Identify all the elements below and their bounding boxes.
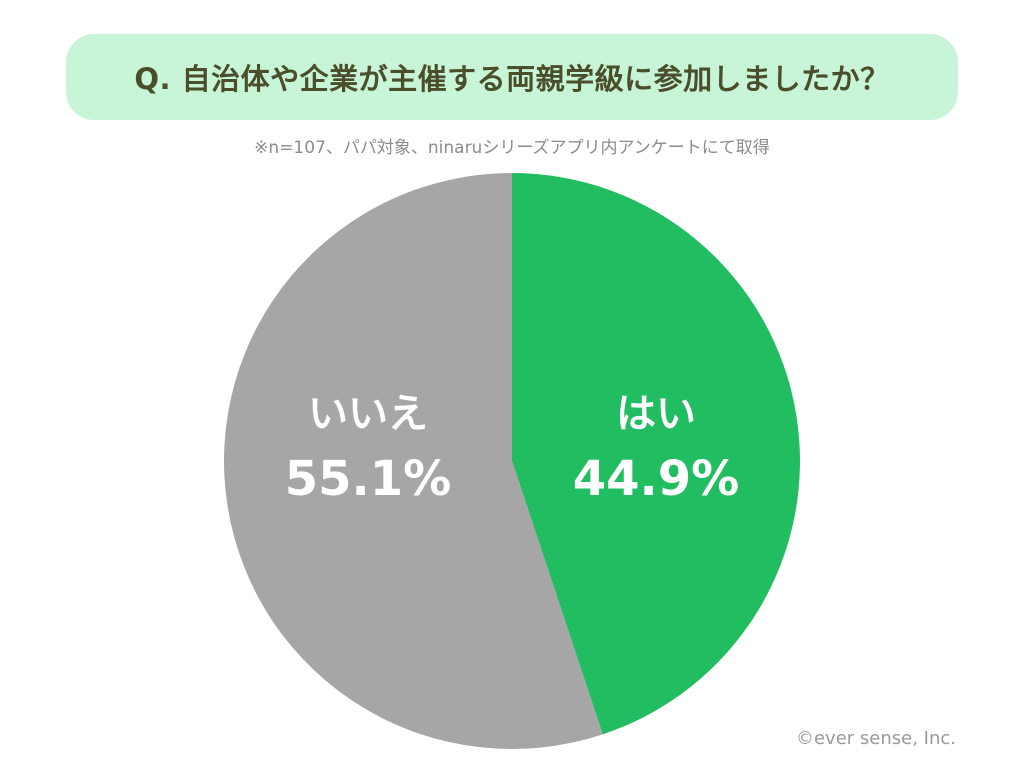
pie-slices [224, 173, 800, 749]
survey-note: ※n=107、パパ対象、ninaruシリーズアプリ内アンケートにて取得 [254, 138, 770, 158]
pie-slice-0 [512, 173, 800, 735]
pie-labels: はい 44.9% いいえ 55.1% [285, 391, 740, 507]
copyright-credit: ©ever sense, Inc. [795, 728, 956, 749]
slice-value-label-0: 44.9% [573, 451, 740, 507]
slice-label-1: いいえ [308, 391, 428, 437]
slice-label-0: はい [616, 391, 696, 437]
title-banner: Q. 自治体や企業が主催する両親学級に参加しましたか？ [66, 34, 958, 120]
pie-slice-1 [224, 173, 603, 749]
slice-value-label-1: 55.1% [285, 451, 452, 507]
chart-title: Q. 自治体や企業が主催する両親学級に参加しましたか？ [134, 62, 890, 96]
